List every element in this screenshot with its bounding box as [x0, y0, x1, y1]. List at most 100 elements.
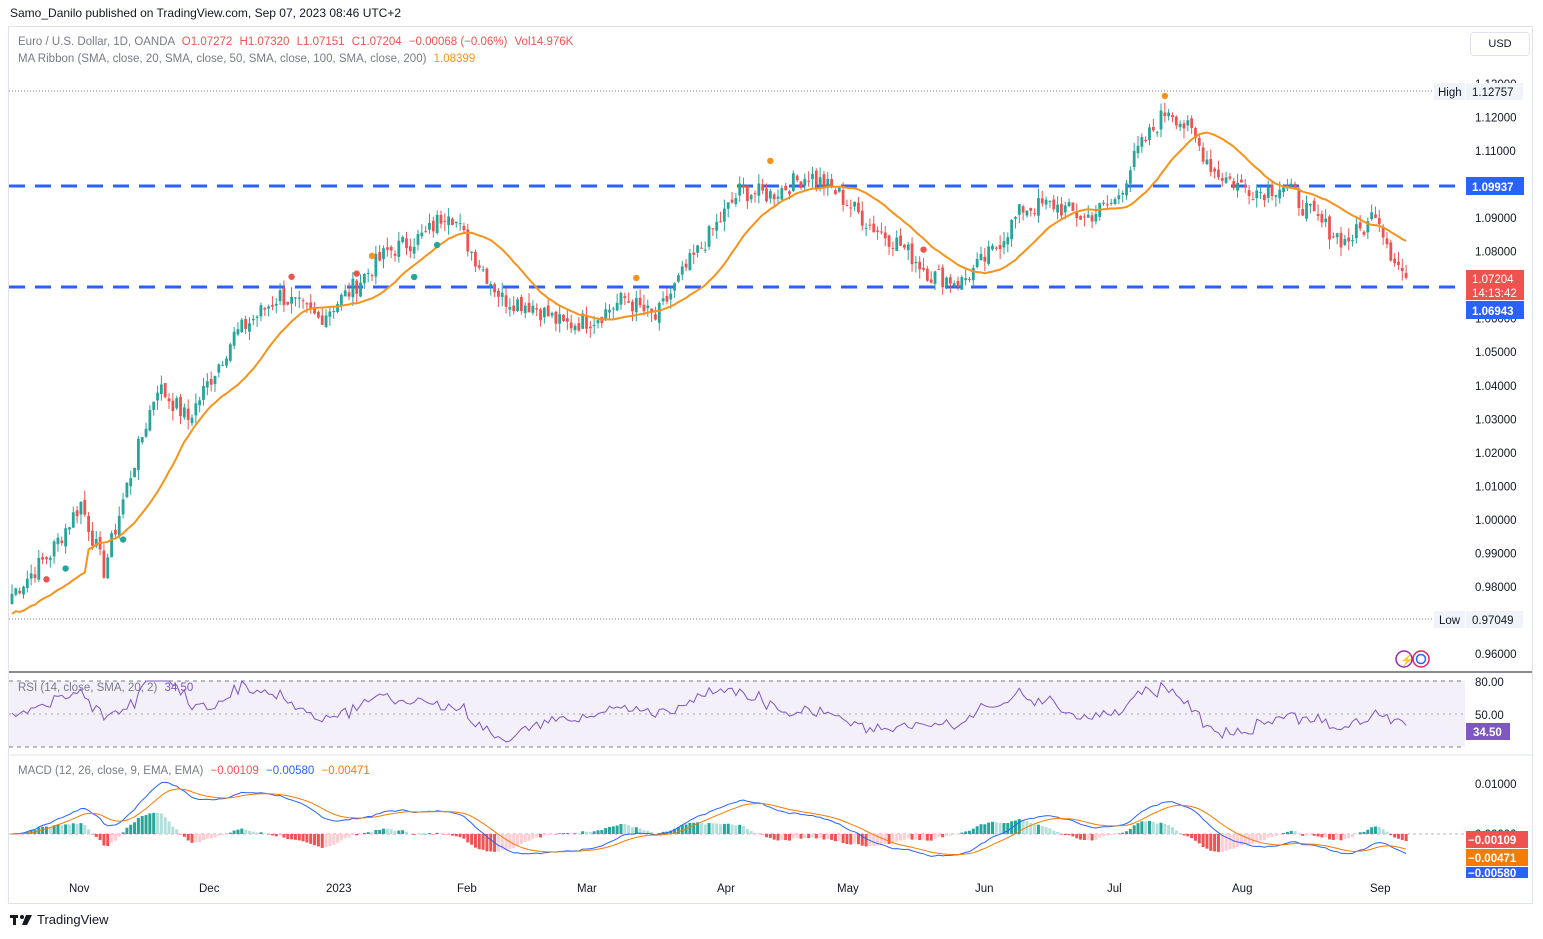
candle-body	[780, 188, 784, 200]
candle-body	[133, 467, 136, 478]
candle-body	[370, 275, 374, 277]
candle-body	[10, 593, 14, 604]
candle-body	[1017, 204, 1021, 215]
macd-bar	[427, 833, 431, 834]
macd-bar	[527, 834, 531, 841]
macd-bar	[343, 834, 347, 839]
macd-bar	[585, 831, 588, 834]
candle-body	[1324, 218, 1328, 223]
candle-body	[401, 236, 405, 243]
macd-bar	[102, 834, 106, 846]
symbol-legend: Euro / U.S. Dollar, 1D, OANDA O1.07272 H…	[18, 36, 573, 48]
macd-bar	[573, 833, 577, 834]
macd-bar	[722, 823, 726, 834]
lightning-icon[interactable]	[1395, 650, 1413, 668]
macd-bar	[994, 822, 998, 834]
macd-bar	[106, 834, 110, 846]
macd-bar	[1021, 820, 1025, 834]
candle-body	[1167, 112, 1171, 117]
macd-bar	[799, 834, 803, 839]
candle-body	[933, 271, 937, 284]
candle-body	[971, 267, 975, 281]
candle-body	[845, 204, 849, 206]
macd-bar	[945, 834, 949, 836]
candle-body	[627, 301, 631, 303]
high-value-bg	[1466, 83, 1523, 100]
candle-body	[700, 247, 703, 249]
macd-signal-value: −0.00471	[321, 765, 370, 777]
candle-body	[251, 318, 255, 321]
candle-body	[1033, 213, 1037, 215]
candle-body	[588, 326, 592, 329]
candle-body	[1331, 236, 1335, 238]
candle-body	[1178, 123, 1182, 128]
macd-bar	[1036, 824, 1040, 834]
macd-bar	[389, 829, 393, 834]
macd-bar	[676, 826, 680, 834]
macd-bar	[596, 830, 600, 834]
currency-button[interactable]: USD	[1470, 32, 1530, 56]
candle-body	[577, 323, 581, 331]
candle-body	[156, 392, 159, 401]
macd-bar	[140, 816, 144, 834]
candle-body	[213, 375, 217, 385]
candle-body	[814, 170, 818, 185]
macd-bar	[765, 834, 769, 838]
macd-bar	[968, 830, 971, 834]
globe-icon[interactable]	[1412, 650, 1430, 668]
macd-bar	[1266, 834, 1270, 838]
candle-body	[719, 221, 722, 223]
candle-body	[1194, 128, 1197, 139]
macd-bar	[1186, 834, 1190, 837]
candle-body	[152, 401, 156, 411]
macd-bar	[531, 834, 535, 839]
time-tick: Apr	[717, 883, 735, 895]
price-axis[interactable]: 1.130001.120001.110001.100001.090001.080…	[1475, 79, 1517, 661]
candle-body	[408, 246, 412, 252]
ma-ribbon-legend[interactable]: MA Ribbon (SMA, close, 20, SMA, close, 5…	[18, 53, 475, 65]
candle-body	[634, 298, 638, 313]
macd-bar	[761, 834, 765, 835]
candle-body	[56, 537, 60, 545]
last-price-value: 1.07204	[1472, 274, 1514, 286]
candle-body	[1293, 183, 1297, 190]
candle-body	[1266, 186, 1270, 198]
macd-bar	[1354, 834, 1358, 835]
time-axis[interactable]: Nov Dec 2023 Feb Mar Apr May Jun Jul Aug Sep	[69, 883, 1390, 895]
candle-body	[1389, 242, 1393, 261]
tradingview-logo[interactable]: TradingView	[10, 912, 109, 927]
candle-body	[891, 247, 895, 249]
macd-bar	[1182, 834, 1186, 836]
candle-body	[389, 247, 393, 251]
candle-body	[1282, 185, 1285, 193]
candle-body	[420, 232, 424, 237]
candle-body	[1217, 169, 1220, 178]
rsi-legend[interactable]: RSI (14, close, SMA, 20, 2) 34.50	[18, 682, 193, 694]
macd-bar	[236, 829, 240, 834]
macd-bar	[1404, 834, 1408, 841]
candle-body	[60, 540, 64, 544]
macd-bar	[772, 834, 776, 840]
macd-bar	[64, 824, 68, 834]
candle-body	[849, 207, 853, 209]
candle-body	[1113, 199, 1117, 205]
macd-bar	[324, 834, 328, 848]
candle-body	[87, 515, 90, 532]
candle-body	[125, 482, 129, 498]
macd-bar	[902, 834, 906, 840]
macd-bar	[439, 833, 443, 835]
candle-body	[309, 302, 313, 310]
candle-body	[37, 557, 41, 580]
candle-body	[102, 550, 106, 578]
macd-bar	[899, 834, 903, 841]
candle-body	[742, 185, 745, 188]
macd-bar	[952, 834, 956, 835]
candle-body	[447, 216, 451, 225]
macd-bar	[75, 823, 79, 834]
candles-layer	[10, 102, 1408, 605]
candle-body	[1197, 138, 1201, 146]
price-tick: 1.00000	[1475, 515, 1517, 527]
macd-legend[interactable]: MACD (12, 26, close, 9, EMA, EMA) −0.001…	[18, 765, 370, 777]
candle-body	[968, 279, 971, 281]
